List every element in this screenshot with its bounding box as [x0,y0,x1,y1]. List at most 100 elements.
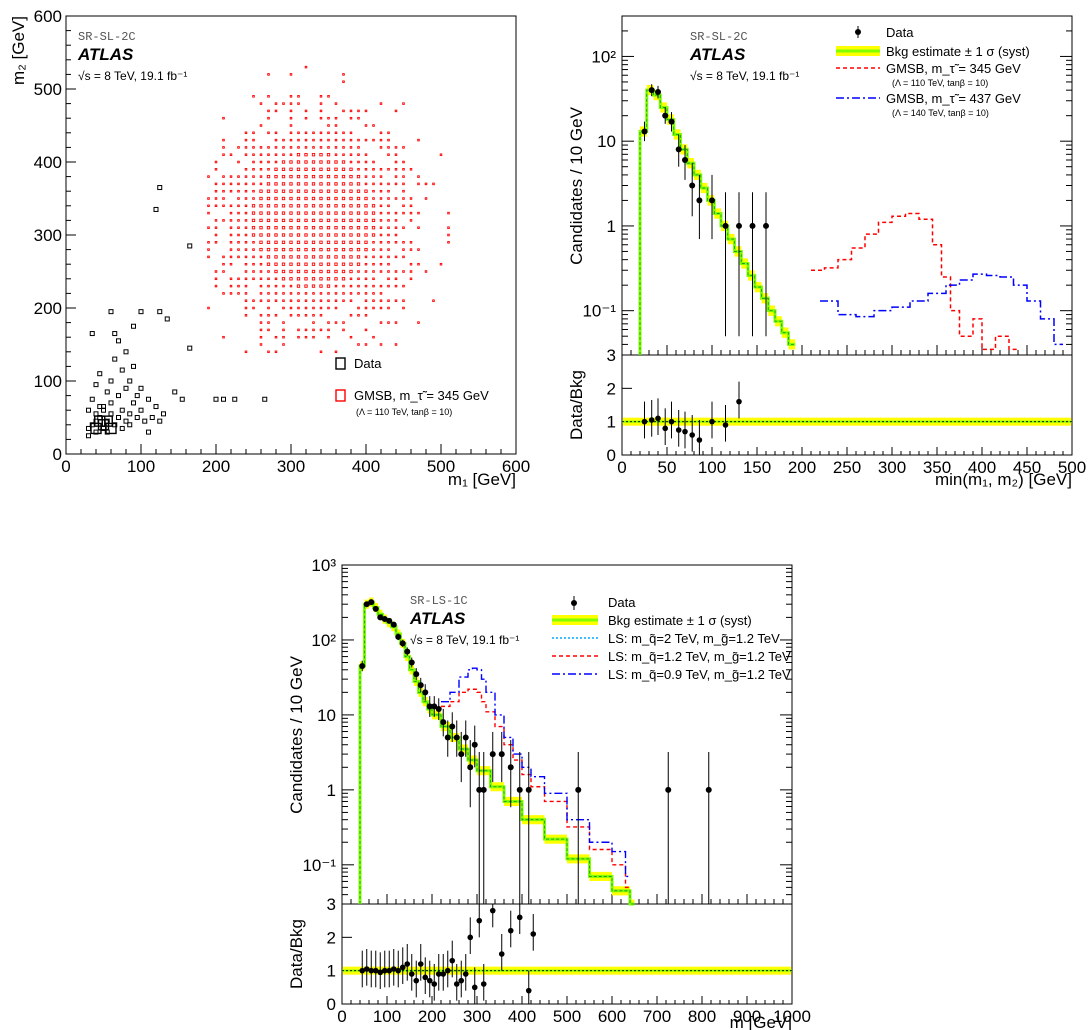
x-tick-label: 150 [743,458,771,477]
ls-x-label: m [GeV] [730,1013,792,1030]
sl-legend-gmsb437: GMSB, m_τ̃ = 437 GeV [886,91,1021,106]
scatter-energy-label: √s = 8 TeV, 19.1 fb⁻¹ [78,69,187,83]
data-point [669,119,675,125]
data-point [649,87,655,93]
data-point [696,197,702,203]
ratio-point [689,432,695,438]
x-tick-label: 800 [688,1007,716,1026]
ratio-point [517,915,523,921]
x-tick-label: 250 [833,458,861,477]
ls-legend-bkg: Bkg estimate ± 1 σ (syst) [608,613,752,628]
ratio-point [676,427,682,433]
ratio-y-tick-label: 2 [327,928,336,947]
y-tick-label-bottom: 3 [327,895,336,914]
data-point [440,719,446,725]
sl-energy-label: √s = 8 TeV, 19.1 fb⁻¹ [690,69,799,83]
data-point [467,764,473,770]
y-tick-label-bottom: 3 [607,346,616,365]
data-point [662,113,668,119]
ratio-y-tick-label: 1 [607,413,616,432]
sl-legend-gmsb345: GMSB, m_τ̃ = 345 GeV [886,61,1021,76]
ratio-point [431,981,437,987]
x-tick-label: 400 [508,1007,536,1026]
y-tick-label: 10 [597,132,616,151]
y-tick-label: 10² [311,631,336,650]
ls-legend-ls12: LS: m_q̃=1.2 TeV, m_g̃=1.2 TeV [608,649,791,664]
scatter-atlas-label: ATLAS [77,45,134,64]
scatter-region-label: SR-SL-2C [78,30,136,44]
ratio-point [736,399,742,405]
x-tick-label: 200 [202,457,230,476]
ratio-point [649,417,655,423]
data-point [445,734,451,740]
x-tick-label: 0 [61,457,70,476]
ls-legend-ls09: LS: m_q̃=0.9 TeV, m_g̃=1.2 TeV [608,667,791,682]
x-tick-label: 400 [352,457,380,476]
data-point [689,183,695,189]
x-tick-label: 700 [643,1007,671,1026]
data-point [409,660,415,666]
y-tick-label: 300 [34,226,62,245]
y-tick-label: 600 [34,7,62,26]
ratio-point [463,971,469,977]
data-point [413,671,419,677]
y-tick-label: 0 [53,445,62,464]
ratio-point [458,978,464,984]
data-point [517,787,523,793]
ratio-point [454,981,460,987]
histogram-panel-ls: 0 100 200 300 400 500 600 700 800 900 100010⁻¹1101… [287,556,811,1030]
data-point [682,157,688,163]
ratio-point [449,958,455,964]
ratio-y-tick-label: 1 [327,962,336,981]
ratio-point [530,931,536,937]
ratio-point [481,981,487,987]
x-tick-label: 200 [788,458,816,477]
data-point [359,663,365,669]
data-point [490,751,496,757]
data-point [709,197,715,203]
x-tick-label: 200 [418,1007,446,1026]
sl-ratio-frame [622,355,1072,455]
ratio-y-tick-label: 0 [327,995,336,1014]
data-point [391,622,397,628]
sl-region-label: SR-SL-2C [690,30,748,44]
y-tick-label: 10² [591,47,616,66]
data-point [472,742,478,748]
data-point [449,724,455,730]
ratio-point [490,908,496,914]
data-point [481,787,487,793]
ratio-point [427,978,433,984]
x-tick-label: 300 [277,457,305,476]
ratio-point [413,978,419,984]
ls-energy-label: √s = 8 TeV, 19.1 fb⁻¹ [410,633,519,647]
data-point [368,599,374,605]
sl-legend-data: Data [886,25,914,40]
y-tick-label: 10 [317,706,336,725]
x-tick-label: 100 [127,457,155,476]
x-tick-label: 500 [553,1007,581,1026]
ls-legend-data: Data [608,595,636,610]
x-tick-label: 0 [617,458,626,477]
x-tick-label: 300 [463,1007,491,1026]
data-point [418,682,424,688]
x-tick-label: 300 [878,458,906,477]
ratio-point [662,426,668,432]
y-tick-label: 10³ [311,556,336,575]
y-tick-label: 500 [34,80,62,99]
data-point [373,606,379,612]
legend-gmsb-note: (Λ = 110 TeV, tanβ = 10) [356,407,452,417]
ls-atlas-label: ATLAS [409,609,466,628]
scatter-panel: 0 100 200 300 400 500 6000100200300400500600 S… [9,7,530,489]
sl-legend-gmsb345-note: (Λ = 110 TeV, tanβ = 10) [892,78,988,88]
ratio-point [404,961,410,967]
sl-legend-bkg: Bkg estimate ± 1 σ (syst) [886,44,1030,59]
ratio-y-tick-label: 0 [607,446,616,465]
ratio-point [499,951,505,957]
y-tick-label: 10⁻¹ [302,856,336,875]
x-tick-label: 600 [598,1007,626,1026]
data-point [422,689,428,695]
data-point [750,223,756,229]
data-point [436,706,442,712]
x-tick-label: 100 [698,458,726,477]
ls-y-label: Candidates / 10 GeV [287,655,306,813]
